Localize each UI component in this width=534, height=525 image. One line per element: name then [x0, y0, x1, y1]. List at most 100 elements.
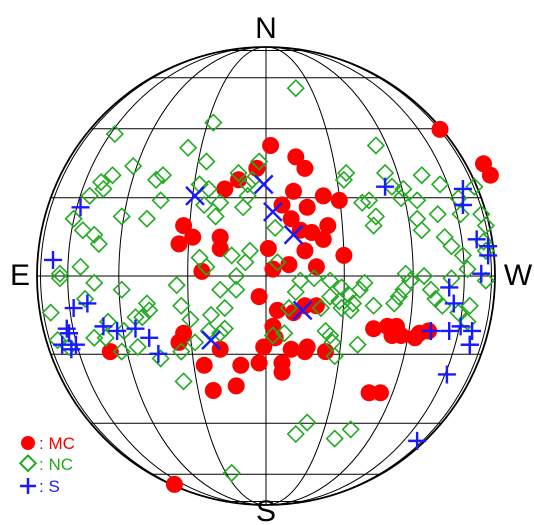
legend-mc-label: : MC — [39, 434, 75, 453]
s-point — [149, 344, 168, 363]
nc-point — [350, 280, 370, 299]
nc-point — [167, 276, 186, 295]
nc-point — [80, 186, 99, 205]
nc-point — [240, 241, 260, 260]
nc-point — [401, 271, 420, 290]
mc-point — [264, 260, 282, 278]
s-point — [94, 317, 113, 336]
nc-point — [286, 79, 305, 98]
nc-point — [337, 163, 356, 183]
nc-point — [206, 207, 225, 226]
nc-point — [195, 195, 214, 215]
nc-point — [385, 294, 404, 313]
s-point — [62, 340, 81, 359]
mc-point — [282, 340, 300, 358]
nc-point — [50, 269, 70, 288]
s-point — [408, 431, 427, 450]
nc-point — [320, 326, 340, 345]
nc-point — [124, 156, 143, 176]
nc-point — [227, 266, 246, 286]
mc-point — [296, 242, 314, 260]
mc-point — [365, 320, 383, 338]
nc-point — [146, 170, 166, 189]
nc-point — [366, 136, 386, 155]
mc-point — [175, 217, 193, 235]
s-point — [467, 230, 486, 249]
cross-point — [253, 174, 274, 195]
s-point — [463, 321, 482, 340]
nc-point — [238, 175, 257, 194]
nc-point — [112, 280, 131, 299]
nc-point — [364, 216, 383, 235]
nc-point — [311, 298, 331, 318]
mc-point — [184, 228, 202, 246]
legend: : MC : NC : S — [18, 434, 75, 496]
nc-point — [320, 287, 340, 306]
nc-point — [236, 253, 255, 272]
mc-point — [314, 230, 332, 248]
s-point — [460, 335, 479, 354]
mc-point — [273, 196, 291, 214]
nc-point — [105, 124, 124, 144]
nc-point — [181, 310, 200, 329]
nc-point — [172, 342, 191, 361]
nc-point — [85, 273, 104, 293]
mc-point — [101, 343, 119, 361]
cross-point — [185, 186, 205, 206]
s-point — [64, 299, 83, 318]
nc-point — [185, 333, 205, 352]
s-point — [60, 324, 79, 343]
nc-point — [249, 152, 269, 171]
nc-point — [137, 294, 157, 313]
nc-point — [151, 191, 170, 210]
nc-point — [153, 166, 173, 185]
nc-point — [133, 308, 152, 327]
nc-point — [197, 257, 216, 276]
s-point — [376, 177, 395, 196]
nc-point — [215, 319, 234, 338]
legend-s-marker — [20, 478, 36, 494]
s-point — [108, 321, 127, 340]
cross-point — [283, 224, 304, 245]
mc-point — [204, 382, 222, 399]
mc-point — [250, 354, 268, 372]
nc-point — [430, 175, 450, 194]
s-point — [140, 328, 159, 347]
nc-point — [172, 296, 191, 315]
nc-point — [41, 303, 60, 322]
mc-point — [314, 187, 332, 205]
nc-point — [408, 191, 427, 210]
mc-point — [282, 210, 300, 228]
nc-point — [211, 280, 230, 299]
mc-point — [392, 327, 410, 344]
stereonet-grid — [36, 46, 496, 506]
mc-point — [298, 198, 316, 216]
s-point — [437, 365, 456, 384]
nc-point — [334, 170, 353, 189]
nc-point — [266, 218, 285, 238]
mc-point — [296, 343, 314, 361]
mc-point — [250, 288, 268, 306]
mc-point — [195, 356, 213, 374]
nc-point — [94, 179, 113, 199]
nc-point — [304, 269, 324, 288]
nc-point — [458, 259, 477, 279]
s-point — [453, 196, 472, 215]
nc-point — [75, 289, 95, 309]
nc-point — [197, 152, 216, 171]
nc-point — [339, 285, 358, 304]
s-point — [71, 198, 90, 217]
mc-point — [216, 180, 234, 198]
nc-point — [211, 324, 230, 343]
nc-point — [263, 326, 283, 345]
cross-point — [263, 202, 283, 222]
mc-point — [296, 159, 314, 177]
nc-point — [137, 209, 157, 228]
nc-point — [394, 179, 413, 199]
s-point — [44, 250, 63, 269]
nc-point — [428, 205, 447, 224]
mc-point — [481, 166, 499, 184]
nc-point — [286, 282, 305, 302]
nc-point — [268, 253, 287, 272]
